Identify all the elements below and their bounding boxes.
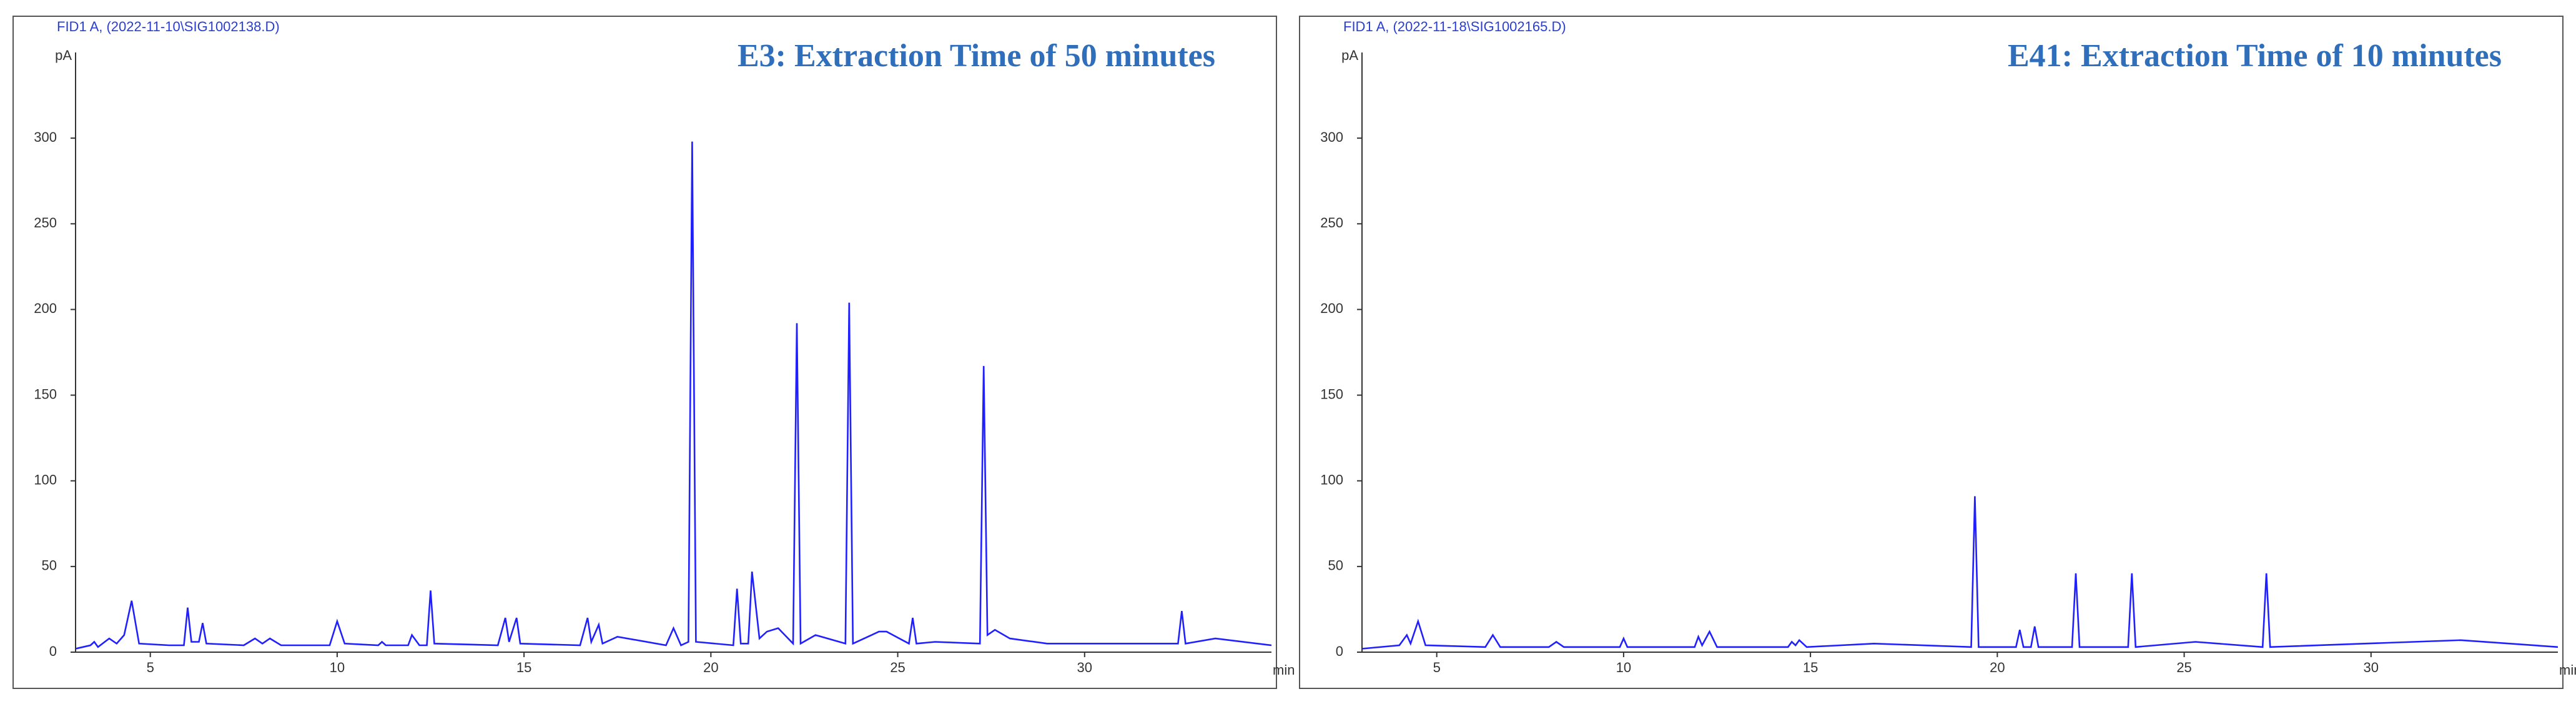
x-tick-label: 5 [1433, 660, 1441, 675]
x-tick-label: 25 [2176, 660, 2191, 675]
header: FID1 A, (2022-11-10\SIG1002138.D) [57, 19, 280, 34]
y-tick-label: 50 [42, 558, 57, 573]
x-tick-label: 30 [2364, 660, 2379, 675]
y-tick-label: 300 [34, 129, 57, 145]
x-tick-label: 25 [890, 660, 905, 675]
x-unit: min [1273, 662, 1295, 678]
y-tick-label: 150 [34, 386, 57, 402]
y-unit: pA [1341, 47, 1358, 63]
x-tick-label: 15 [1803, 660, 1818, 675]
trace [1361, 496, 2559, 650]
panel-frame [12, 16, 1277, 689]
chromatogram-panel: FID1 A, (2022-11-18\SIG1002165.D) E41: Ex… [1299, 16, 2576, 689]
x-tick-label: 10 [1616, 660, 1631, 675]
y-tick-label: 150 [1320, 386, 1343, 402]
trace [75, 141, 1272, 650]
x-tick-label: 20 [1990, 660, 2005, 675]
y-tick-label: 200 [34, 300, 57, 316]
y-tick-label: 250 [34, 215, 57, 231]
y-tick-label: 300 [1320, 129, 1343, 145]
header: FID1 A, (2022-11-18\SIG1002165.D) [1343, 19, 1566, 34]
x-tick-label: 30 [1077, 660, 1092, 675]
x-tick-label: 15 [516, 660, 531, 675]
y-unit: pA [55, 47, 72, 63]
y-tick-label: 100 [1320, 472, 1343, 488]
x-tick-label: 10 [330, 660, 345, 675]
y-tick-label: 50 [1328, 558, 1343, 573]
y-tick-label: 250 [1320, 215, 1343, 231]
y-tick-label: 100 [34, 472, 57, 488]
chart-title: E3: Extraction Time of 50 minutes [738, 38, 1215, 74]
x-unit: min [2559, 662, 2576, 678]
chromatogram-panel: FID1 A, (2022-11-10\SIG1002138.D) E3: Ext… [12, 16, 1295, 689]
x-tick-label: 5 [147, 660, 154, 675]
chart-title: E41: Extraction Time of 10 minutes [2008, 38, 2502, 74]
y-tick-label: 0 [49, 643, 57, 659]
panel-frame [1299, 16, 2564, 689]
y-tick-label: 0 [1336, 643, 1343, 659]
y-tick-label: 200 [1320, 300, 1343, 316]
x-tick-label: 20 [703, 660, 718, 675]
